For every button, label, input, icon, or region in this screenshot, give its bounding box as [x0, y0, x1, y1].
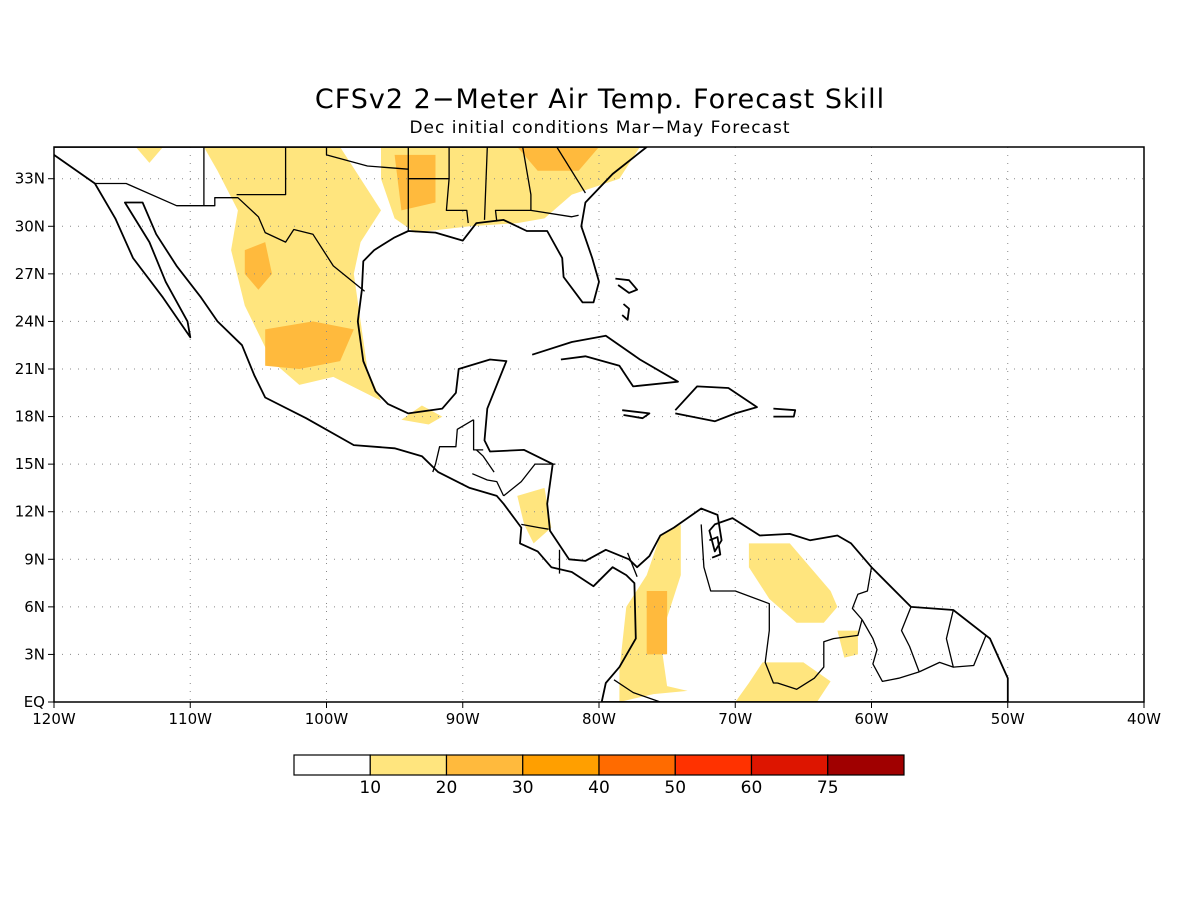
legend-swatch-1 — [369, 754, 448, 776]
legend-label: 20 — [436, 778, 458, 798]
y-tick-label: 15N — [15, 455, 45, 473]
y-tick-label: 33N — [15, 170, 45, 188]
legend-label: 10 — [359, 778, 381, 798]
y-tick-label: 9N — [24, 550, 45, 568]
border-suriname-french-guiana — [918, 609, 954, 673]
legend-swatch-2 — [445, 754, 524, 776]
skill-region-3 — [401, 405, 443, 425]
y-tick-label: 18N — [15, 408, 45, 426]
skill-region-6 — [748, 543, 838, 623]
skill-region-11 — [394, 154, 436, 211]
skill-region-12 — [517, 147, 599, 171]
legend-swatch-6 — [750, 754, 829, 776]
legend-label: 60 — [741, 778, 763, 798]
border-nicaragua — [503, 463, 556, 497]
latitude-axis: EQ 3N 6N 9N 12N 15N 18N 21N 24N 27N 30N 33N — [15, 170, 54, 711]
legend-label: 75 — [817, 778, 839, 798]
border-us-states — [236, 147, 287, 196]
map-frame — [53, 146, 1145, 703]
y-tick-label: 6N — [24, 598, 45, 616]
border-french-guiana-brazil — [953, 635, 987, 668]
y-tick-label: 24N — [15, 312, 45, 330]
skill-region-4 — [517, 487, 552, 544]
border-colombia-venezuela — [700, 524, 778, 684]
legend-label: 50 — [664, 778, 686, 798]
coastline-north-america — [54, 147, 1009, 702]
border-colombia-panama — [626, 552, 638, 577]
map-subtitle: Dec initial conditions Mar−May Forecast — [409, 118, 791, 138]
skill-region-9 — [244, 242, 272, 290]
y-tick-label: 27N — [15, 265, 45, 283]
longitude-axis: 120W 110W 100W 90W 80W 70W 60W 50W 40W — [32, 702, 1161, 728]
legend-label: 40 — [588, 778, 610, 798]
skill-region-13 — [646, 591, 668, 655]
border-us-states — [483, 147, 488, 220]
x-tick-label: 60W — [855, 710, 889, 728]
skill-shading-layer — [135, 147, 858, 702]
x-tick-label: 110W — [169, 710, 213, 728]
legend-label: 30 — [512, 778, 534, 798]
skill-region-10 — [265, 321, 354, 369]
border-guyana-brazil — [861, 619, 920, 683]
border-venezuela-brazil — [777, 619, 863, 690]
border-us-states — [408, 178, 469, 224]
x-tick-label: 120W — [32, 710, 76, 728]
border-honduras — [475, 449, 495, 473]
border-us-states — [556, 147, 586, 194]
legend-swatch-5 — [674, 754, 753, 776]
x-tick-label: 80W — [582, 710, 616, 728]
legend-swatch-0 — [293, 754, 371, 776]
border-belize — [472, 419, 484, 451]
x-tick-label: 100W — [305, 710, 349, 728]
y-tick-label: 3N — [24, 645, 45, 663]
legend-swatch-3 — [522, 754, 600, 776]
y-tick-label: 12N — [15, 503, 45, 521]
x-tick-label: 70W — [718, 710, 752, 728]
color-legend: 10 20 30 40 50 60 75 — [293, 754, 905, 798]
map-title: CFSv2 2−Meter Air Temp. Forecast Skill — [314, 84, 886, 115]
x-tick-label: 40W — [1127, 710, 1161, 728]
y-tick-label: 21N — [15, 360, 45, 378]
y-tick-label: 30N — [15, 217, 45, 235]
coastline-cuba — [531, 334, 679, 388]
skill-region-2 — [135, 147, 163, 163]
skill-region-7 — [837, 630, 858, 658]
border-venezuela-guyana — [851, 567, 873, 620]
coastline-puerto-rico — [773, 407, 797, 418]
coastline-andros — [621, 303, 630, 321]
border-guatemala — [432, 419, 474, 473]
border-us-states — [530, 209, 579, 218]
skill-region-8 — [735, 662, 831, 702]
y-tick-label: EQ — [24, 693, 45, 711]
lat-lon-grid — [54, 147, 1144, 702]
border-colombia-south — [613, 679, 736, 702]
coastline-bahamas — [615, 277, 638, 294]
coastline-jamaica — [622, 409, 651, 420]
border-us-states — [325, 147, 409, 170]
border-us-mexico — [94, 182, 366, 292]
x-tick-label: 90W — [446, 710, 480, 728]
x-tick-label: 50W — [991, 710, 1025, 728]
coastline-maracaibo — [709, 536, 722, 559]
legend-swatch-4 — [598, 754, 676, 776]
coastlines-and-borders — [54, 147, 1009, 702]
coastline-hispaniola — [674, 385, 758, 423]
legend-swatch-7 — [827, 754, 905, 776]
border-guyana-suriname — [900, 606, 920, 673]
border-honduras — [472, 473, 505, 497]
border-costa-rica — [521, 523, 549, 530]
